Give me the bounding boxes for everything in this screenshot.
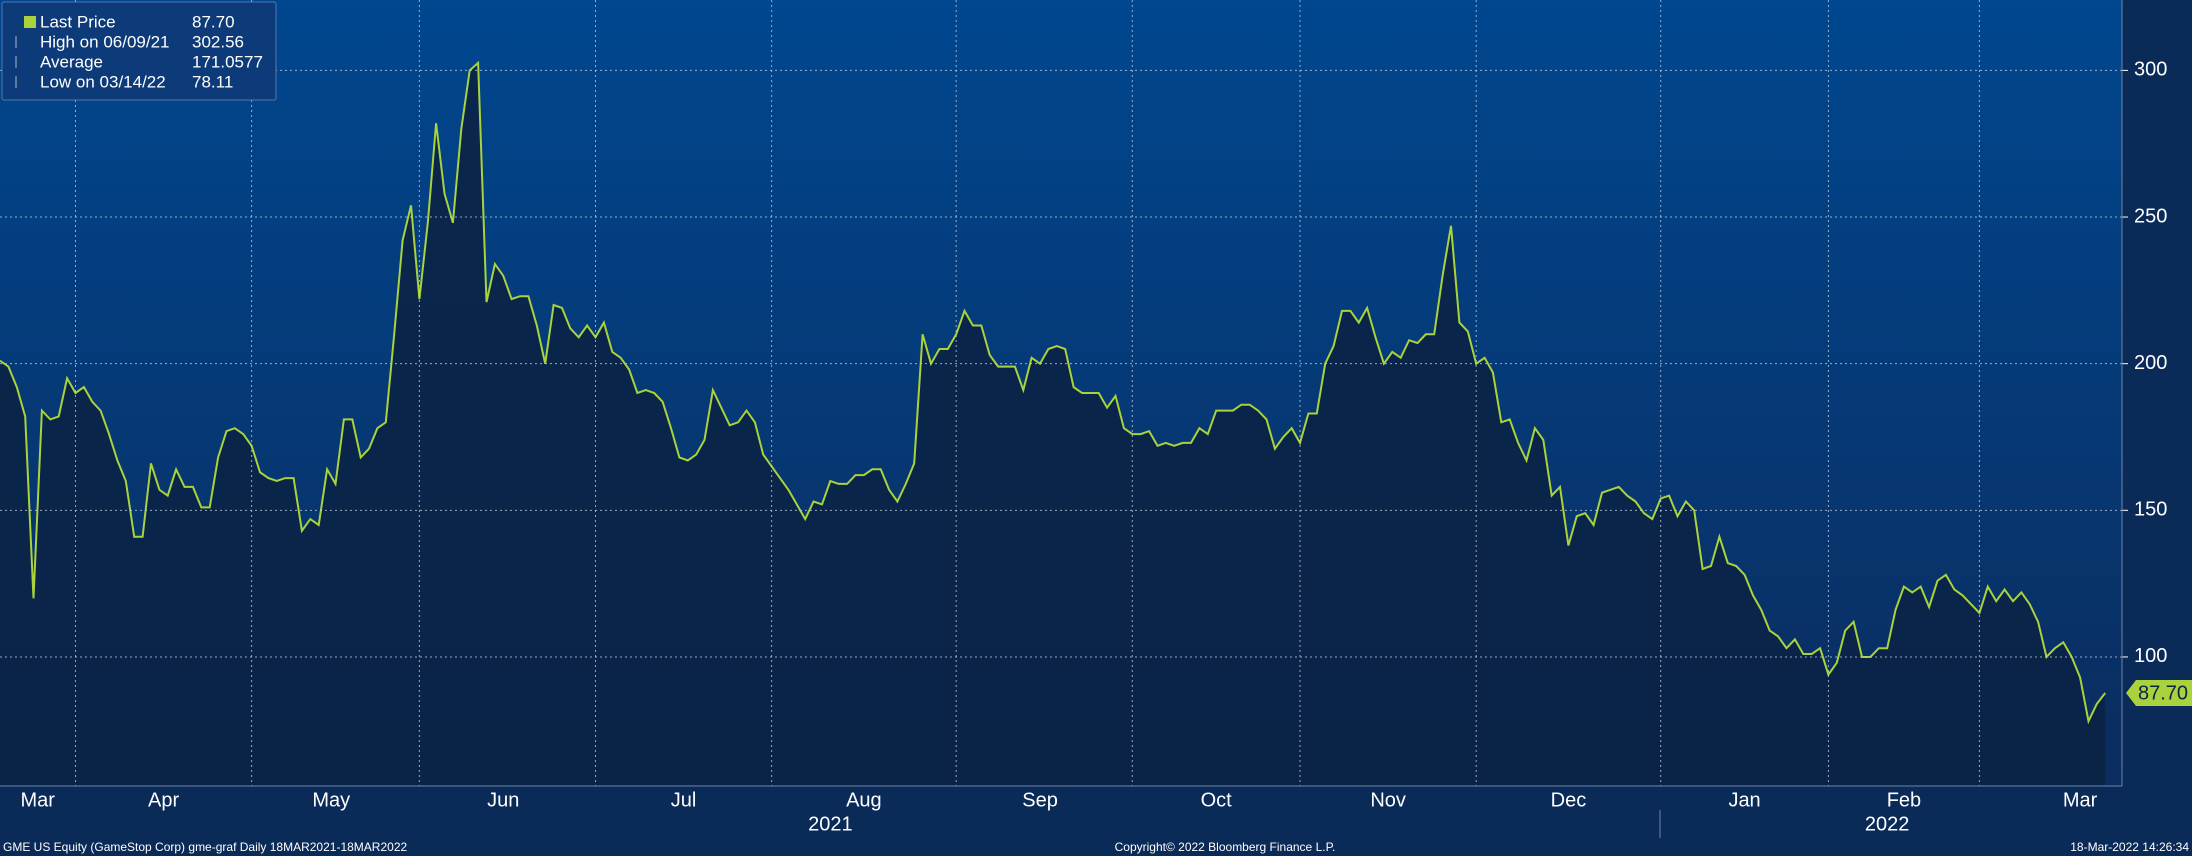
y-tick-label: 300	[2134, 59, 2167, 81]
year-label: 2021	[808, 813, 853, 835]
year-label: 2022	[1865, 813, 1910, 835]
legend-swatch	[24, 16, 36, 28]
x-tick-label: May	[312, 789, 350, 811]
x-tick-label: Mar	[2063, 789, 2098, 811]
x-tick-label: Aug	[846, 789, 882, 811]
x-tick-label: Mar	[21, 789, 56, 811]
y-tick-label: 100	[2134, 645, 2167, 667]
legend-value: 78.11	[192, 72, 233, 91]
legend-value: 87.70	[192, 12, 235, 31]
x-tick-label: Jul	[671, 789, 697, 811]
footer-center: Copyright© 2022 Bloomberg Finance L.P.	[1115, 840, 1336, 854]
footer-left: GME US Equity (GameStop Corp) gme-graf D…	[3, 840, 407, 854]
area	[0, 62, 2106, 786]
legend-value: 302.56	[192, 32, 244, 51]
legend-value: 171.0577	[192, 52, 263, 71]
y-tick-label: 250	[2134, 205, 2167, 227]
footer-right: 18-Mar-2022 14:26:34	[2070, 840, 2189, 854]
x-tick-label: Apr	[148, 789, 179, 811]
x-tick-label: Feb	[1887, 789, 1921, 811]
x-tick-label: Dec	[1551, 789, 1587, 811]
legend-label: Average	[40, 52, 103, 71]
legend-label: Last Price	[40, 12, 116, 31]
legend-label: High on 06/09/21	[40, 32, 170, 51]
x-tick-label: Oct	[1201, 789, 1233, 811]
last-price-badge	[2126, 680, 2192, 707]
y-tick-label: 150	[2134, 499, 2167, 521]
legend-label: Low on 03/14/22	[40, 72, 166, 91]
price-line	[0, 60, 2106, 725]
x-tick-label: Nov	[1370, 789, 1406, 811]
x-tick-label: Jan	[1728, 789, 1760, 811]
y-tick-label: 200	[2134, 352, 2167, 374]
x-tick-label: Sep	[1022, 789, 1058, 811]
last-price-label: 87.70	[2138, 682, 2188, 704]
x-tick-label: Jun	[487, 789, 519, 811]
legend-box	[1, 1, 277, 101]
